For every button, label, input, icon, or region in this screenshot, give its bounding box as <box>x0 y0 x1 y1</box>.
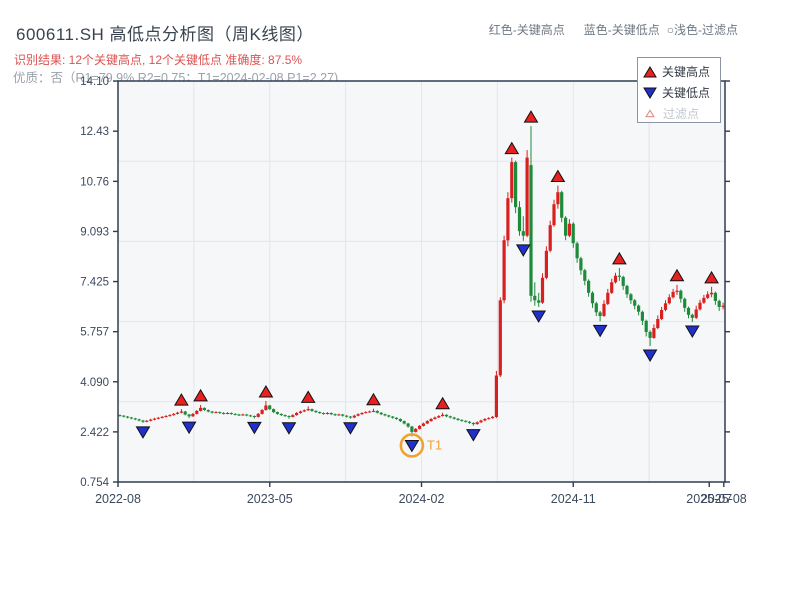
legend-note-red-high: 红色-关键高点 <box>488 23 565 37</box>
x-tick-label: 2023-05 <box>247 492 293 506</box>
y-tick-label: 7.425 <box>80 277 109 289</box>
color-legend-line: 红色-关键高点 蓝色-关键低点 ○浅色-过滤点 <box>489 21 738 38</box>
x-tick-label: 2024-02 <box>399 492 445 506</box>
key-high-triangle <box>523 110 539 123</box>
x-axis: 2022-08 2023-05 2024-02 2024-11 2025-072025-… <box>95 482 747 506</box>
key-low-triangle <box>181 421 197 435</box>
key-low-triangle <box>247 421 262 435</box>
triangle-up-red-icon <box>643 65 657 77</box>
x-tick-label: 2022-08 <box>95 492 141 506</box>
legend-item-key-high: 关键高点 <box>642 61 720 82</box>
key-low-triangle <box>343 422 358 435</box>
key-high-triangle <box>550 169 566 183</box>
key-high-triangle <box>193 388 208 402</box>
t1-label: T1 <box>427 437 442 452</box>
key-high-markers <box>174 110 719 410</box>
t1-annotation: T1 <box>399 433 442 458</box>
x-tick-label: 2025-08 <box>701 492 747 506</box>
key-high-triangle <box>504 141 520 155</box>
legend-note-blue-low: 蓝色-关键低点 <box>583 23 660 37</box>
key-low-triangle <box>465 429 481 442</box>
key-high-triangle <box>611 251 627 265</box>
triangle-down-blue-icon <box>643 87 657 99</box>
y-axis: 14.10 12.43 10.76 9.093 7.425 5.757 4.090 2.422… <box>80 76 730 489</box>
legend-box: 关键高点 关键低点 过滤点 <box>637 57 721 123</box>
key-high-triangle <box>300 390 316 403</box>
key-high-triangle <box>174 393 189 406</box>
key-low-triangle <box>642 349 658 362</box>
key-low-triangle <box>515 244 531 257</box>
x-tick-label: 2025-07 <box>686 492 732 506</box>
triangle-open-icon <box>645 109 655 118</box>
key-low-triangle <box>404 439 420 453</box>
x-tick-label: 2024-11 <box>551 492 596 506</box>
y-tick-label: 4.090 <box>80 377 109 389</box>
key-high-triangle <box>366 392 381 406</box>
key-low-markers <box>135 244 700 453</box>
key-high-triangle <box>435 396 451 410</box>
y-tick-label: 9.093 <box>80 226 109 238</box>
page-title: 600611.SH 高低点分析图（周K线图） <box>16 25 314 44</box>
key-low-triangle <box>135 426 151 439</box>
legend-item-key-low: 关键低点 <box>642 82 720 103</box>
y-tick-label: 0.754 <box>80 477 109 489</box>
legend-item-label: 过滤点 <box>663 107 700 121</box>
legend-item-filtered: 过滤点 <box>642 103 720 124</box>
key-low-triangle <box>592 324 608 338</box>
candles-layer <box>118 126 725 437</box>
key-high-triangle <box>669 268 685 282</box>
legend-item-label: 关键高点 <box>662 65 711 79</box>
key-low-triangle <box>281 422 297 435</box>
y-tick-label: 10.76 <box>80 176 109 188</box>
y-tick-label: 12.43 <box>80 126 109 138</box>
legend-item-label: 关键低点 <box>662 86 711 100</box>
key-low-triangle <box>531 310 547 323</box>
key-high-triangle <box>704 270 719 284</box>
recognition-result-text: 识别结果: 12个关键高点, 12个关键低点 准确度: 87.5% <box>14 53 303 67</box>
y-tick-label: 14.10 <box>80 76 109 88</box>
y-tick-label: 2.422 <box>80 427 109 439</box>
key-low-triangle <box>684 325 700 338</box>
key-high-triangle <box>258 385 274 398</box>
y-tick-label: 5.757 <box>80 327 109 339</box>
legend-note-filtered: ○浅色-过滤点 <box>666 23 738 37</box>
